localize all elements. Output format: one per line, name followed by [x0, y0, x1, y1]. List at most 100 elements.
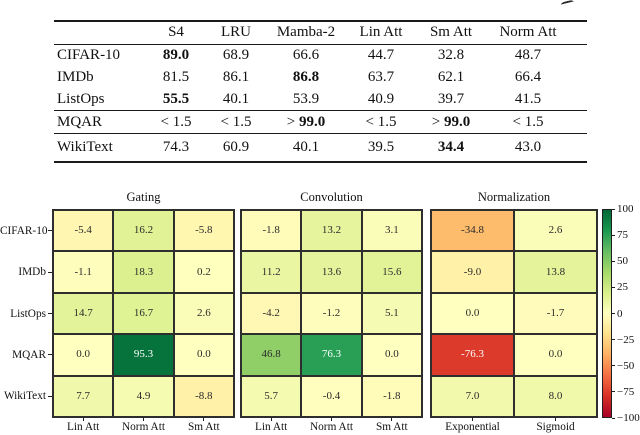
- heatmap-title: Gating: [126, 190, 161, 204]
- table-cell: 60.9: [222, 138, 250, 155]
- x-axis-label: Sm Att: [375, 421, 408, 433]
- heatmap-cell: -5.4: [54, 211, 113, 251]
- table-cell: < 1.5: [365, 113, 397, 130]
- heatmap-cell: 13.6: [302, 252, 361, 292]
- y-tick: [48, 230, 52, 232]
- table-cell: 34.4: [437, 138, 465, 155]
- x-tick: [472, 418, 473, 421]
- table-cell: 63.7: [367, 69, 395, 86]
- heatmap-cell: -4.2: [242, 293, 301, 334]
- heatmap-title: Normalization: [477, 190, 551, 204]
- table-rule: [54, 20, 587, 22]
- colorbar-tick: [612, 286, 615, 288]
- table-row: ListOps 55.5 40.1 53.9 40.9 39.7 41.5: [54, 88, 587, 110]
- table-cell: 40.1: [222, 90, 250, 107]
- colorbar-tick: [612, 234, 615, 236]
- heatmap-cell: -5.8: [174, 211, 233, 251]
- heatmap-cell: 16.7: [114, 293, 173, 334]
- colorbar-tick-label: −75: [617, 385, 635, 398]
- table-row-label: WikiText: [57, 138, 113, 155]
- table-cell: 74.3: [162, 138, 190, 155]
- heatmap-cell: 7.7: [54, 376, 113, 416]
- table-row: IMDb 81.5 86.1 86.8 63.7 62.1 66.4: [54, 67, 587, 89]
- colorbar: [602, 209, 612, 418]
- heatmap-cell: -1.1: [54, 252, 113, 292]
- heatmap-cell: -34.8: [432, 211, 513, 251]
- y-tick: [48, 271, 52, 273]
- x-axis-label: Norm Att: [310, 421, 353, 433]
- table-cell: 32.8: [437, 47, 465, 64]
- heatmap-title: Convolution: [300, 190, 363, 204]
- table-row: CIFAR-10 89.0 68.9 66.6 44.7 32.8 48.7: [54, 45, 587, 67]
- table-cell: < 1.5: [512, 113, 544, 130]
- table-cell: > 99.0: [431, 113, 471, 130]
- colorbar-tick-label: 100: [617, 203, 634, 215]
- heatmap-cell: 0.0: [174, 335, 233, 375]
- x-tick: [143, 418, 144, 421]
- table-cell: 53.9: [292, 90, 320, 107]
- table-row-label: MQAR: [57, 113, 103, 130]
- colorbar-tick: [612, 391, 615, 393]
- heatmap-cell: -1.8: [242, 211, 301, 251]
- table-rule: [54, 160, 587, 163]
- y-axis-label: MQAR: [12, 348, 46, 361]
- colorbar-tick: [612, 417, 615, 419]
- heatmap-cell: 0.0: [362, 335, 421, 375]
- table-cell: 66.6: [292, 47, 320, 64]
- y-tick: [48, 395, 52, 397]
- heatmap-cell: 5.7: [242, 376, 301, 416]
- table-cell: 39.7: [437, 90, 465, 107]
- heatmap-cell: 8.0: [515, 376, 596, 416]
- heatmap-cell: 15.6: [362, 252, 421, 292]
- y-axis-label: ListOps: [10, 307, 46, 320]
- heatmap-cell: -9.0: [432, 252, 513, 292]
- heatmap-cell: -1.7: [515, 293, 596, 334]
- table-cell: 62.1: [437, 69, 465, 86]
- table-cell: > 99.0: [286, 113, 326, 130]
- heatmap-cell: 2.6: [515, 211, 596, 251]
- heatmap-cell: 0.0: [432, 293, 513, 334]
- heatmap-grid: -34.8 2.6 -9.0 13.8 0.0 -1.7 -76.3 0.0 7.0 8.0: [430, 209, 598, 418]
- table-cell: 39.5: [367, 138, 395, 155]
- colorbar-tick: [612, 339, 615, 341]
- x-tick: [203, 418, 205, 421]
- x-tick: [555, 418, 556, 421]
- heatmap-cell: 14.7: [54, 293, 113, 334]
- table-cell: 44.7: [367, 47, 395, 64]
- heatmap-cell: 11.2: [242, 252, 301, 292]
- heatmap-cell: -0.4: [302, 376, 361, 416]
- table-cell: 86.8: [292, 69, 320, 86]
- heatmap-cell: -8.8: [174, 376, 233, 416]
- heatmap-cell: -1.2: [302, 293, 361, 334]
- y-tick: [48, 354, 52, 356]
- heatmap-cell: 4.9: [114, 376, 173, 416]
- heatmap-cell: 7.0: [432, 376, 513, 416]
- table-cell: 66.4: [514, 69, 542, 86]
- table-cell: 55.5: [162, 90, 190, 107]
- table-cell: 40.1: [292, 138, 320, 155]
- table-header-row: S4 LRU Mamba-2 Lin Att Sm Att Norm Att: [54, 22, 587, 44]
- colorbar-tick-label: −100: [617, 412, 640, 424]
- table-row-label: IMDb: [57, 69, 94, 86]
- heatmap-grid: -1.8 13.2 3.1 11.2 13.6 15.6 -4.2 -1.2 5.1 46.8 76…: [240, 209, 423, 418]
- table-cell: 86.1: [222, 69, 250, 86]
- table-row-label: ListOps: [57, 90, 105, 107]
- table-cell: 81.5: [162, 69, 190, 86]
- table-column-header: Mamba-2: [276, 24, 336, 41]
- y-axis-label: IMDb: [18, 266, 46, 279]
- heatmap-cell: 0.0: [54, 335, 113, 375]
- y-tick: [48, 313, 52, 314]
- heatmap-cell: 16.2: [114, 211, 173, 251]
- x-axis-label: Lin Att: [66, 421, 100, 433]
- heatmap-cell: -1.8: [362, 376, 421, 416]
- table-row: WikiText 74.3 60.9 40.1 39.5 34.4 43.0: [54, 134, 587, 160]
- colorbar-tick-label: 50: [617, 255, 628, 268]
- table-column-header: Lin Att: [359, 24, 403, 41]
- heatmap-cell: 13.8: [515, 252, 596, 292]
- colorbar-tick-label: 75: [617, 229, 628, 242]
- x-axis-label: Sm Att: [187, 421, 220, 433]
- table-column-header: LRU: [221, 24, 251, 41]
- colorbar-tick: [612, 313, 615, 314]
